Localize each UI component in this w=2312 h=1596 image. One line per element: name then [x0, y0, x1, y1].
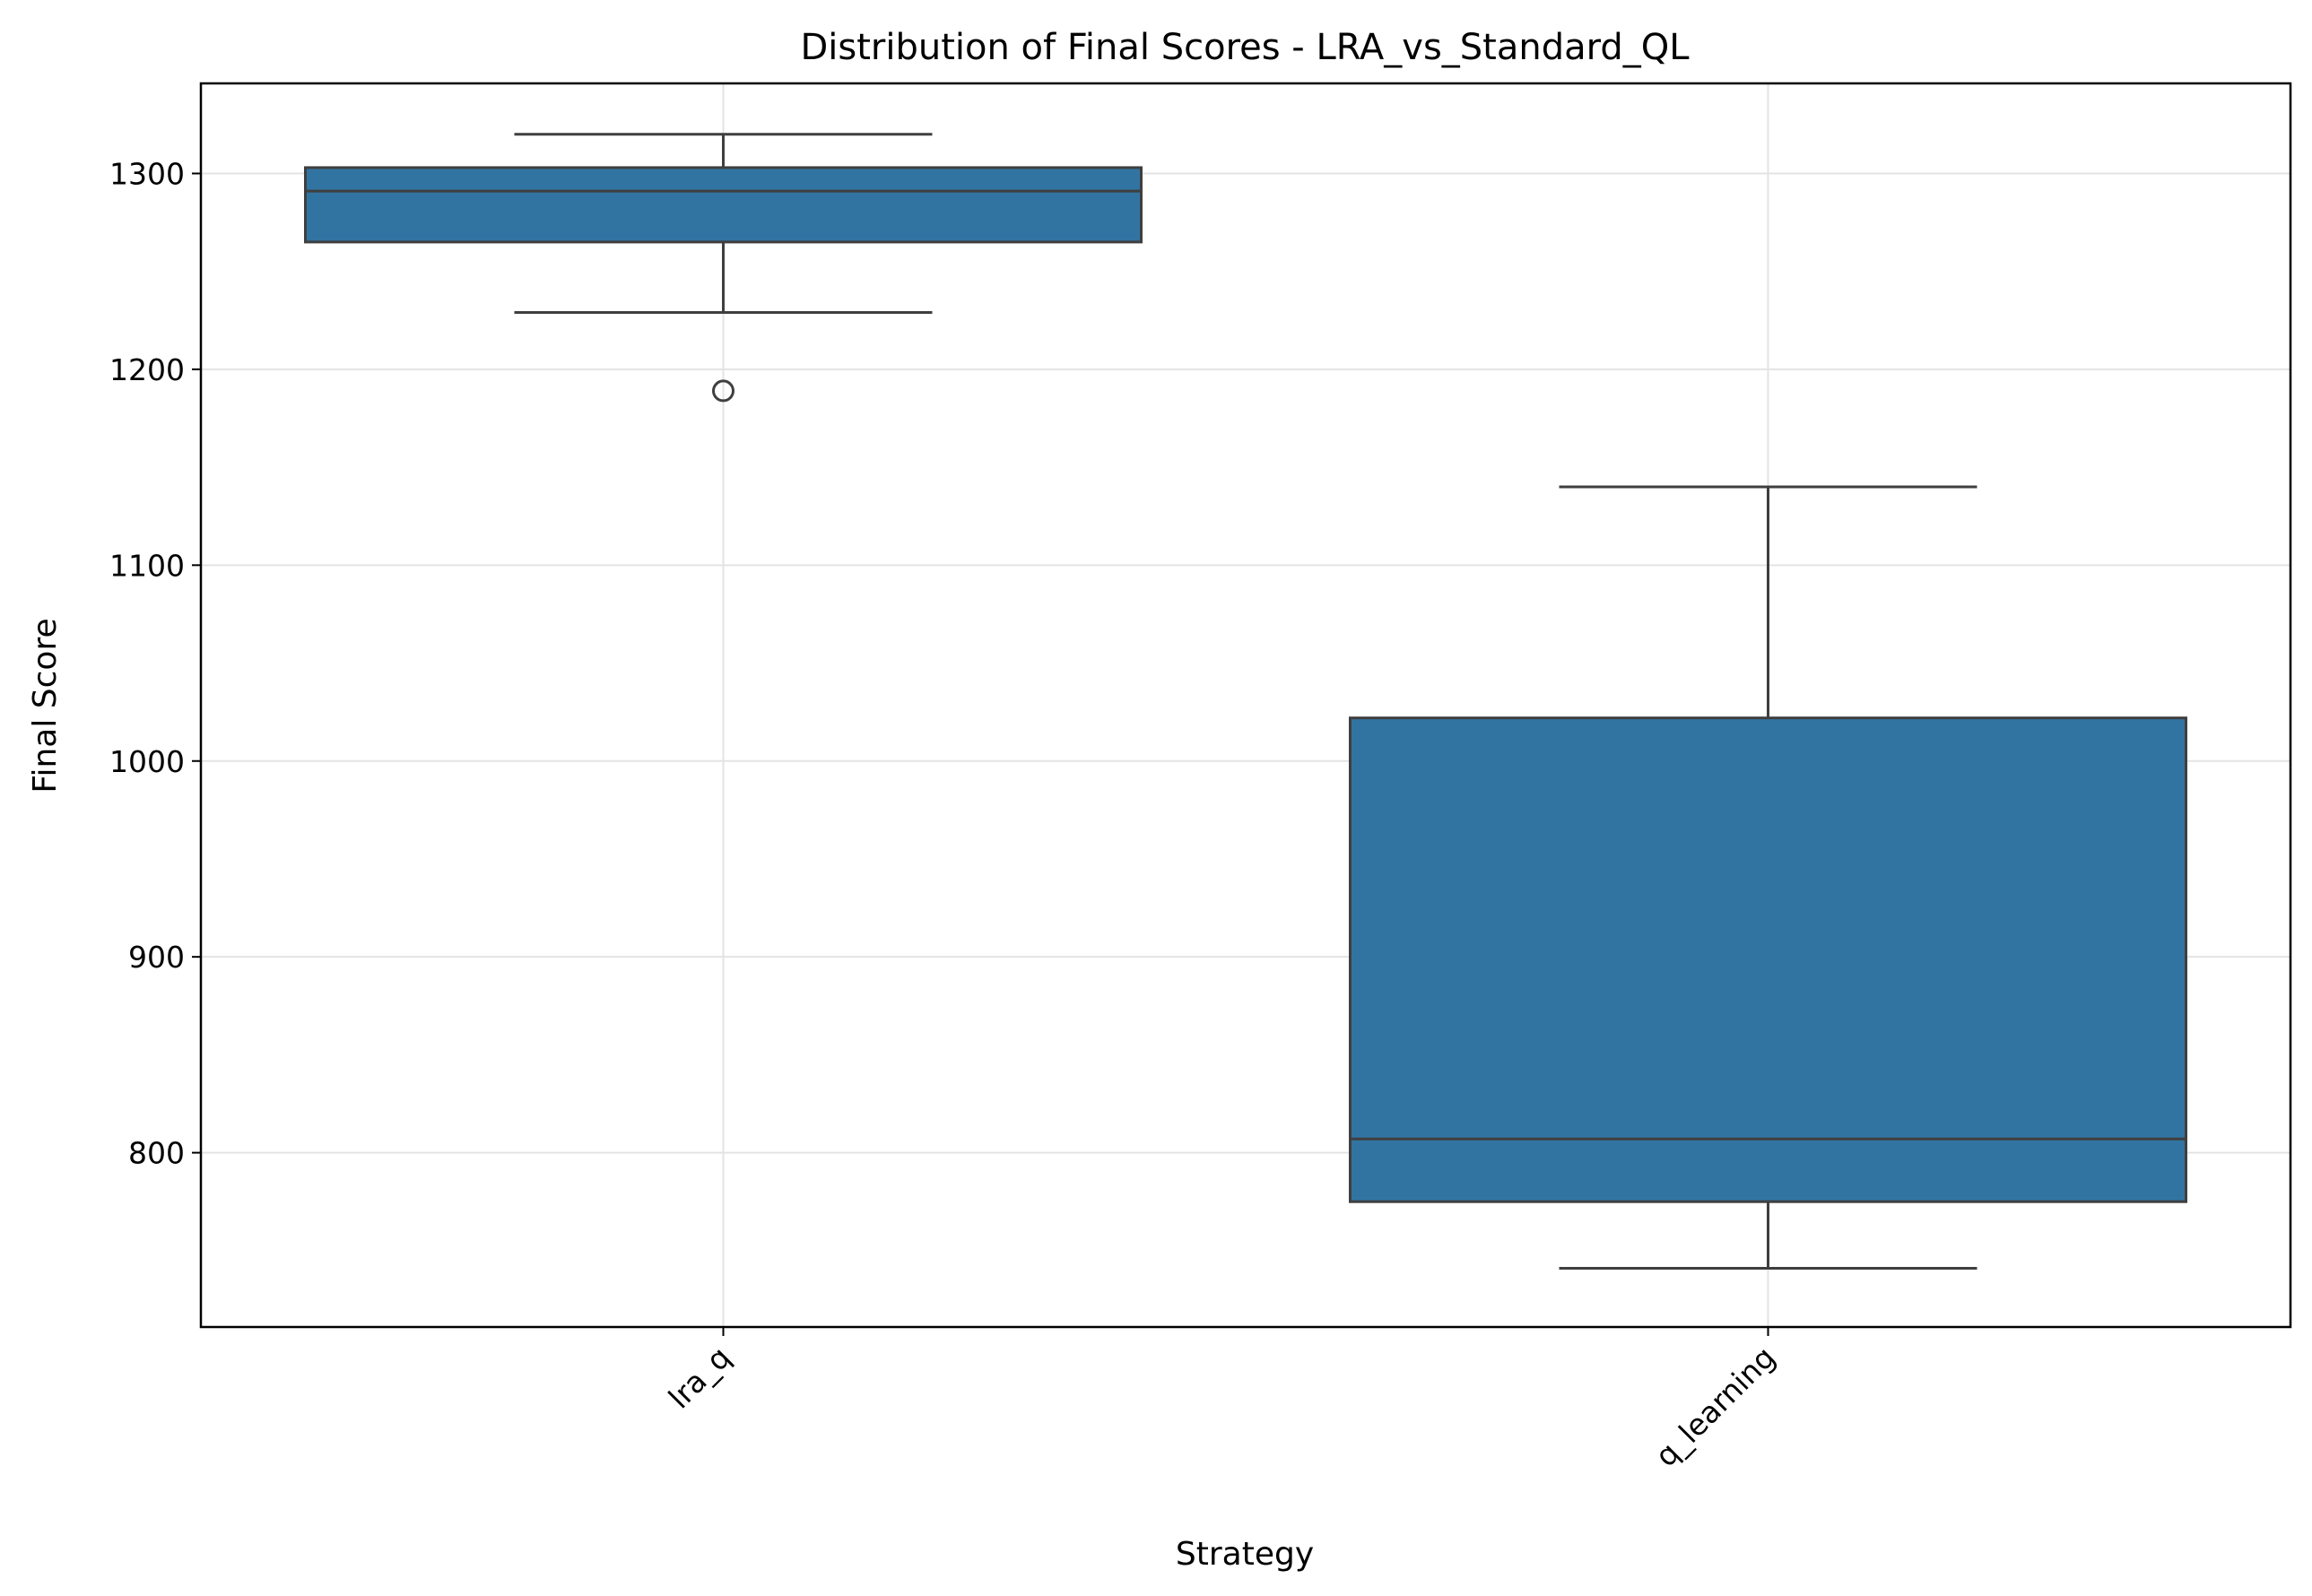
plot-frame	[199, 82, 2292, 1329]
y-tick-label: 800	[128, 1136, 185, 1171]
y-tick-label: 900	[128, 940, 185, 975]
outlier-point	[712, 379, 734, 403]
box-layer	[304, 133, 2187, 1270]
x-axis-label: Strategy	[1176, 1536, 1314, 1573]
box-lra-q	[304, 133, 1143, 403]
box-iqr	[304, 166, 1143, 244]
y-tick-label: 1100	[109, 548, 185, 583]
x-axis: lra_q q_learning	[662, 1327, 1782, 1473]
box-q-learning	[1349, 485, 2187, 1270]
chart-title: Distribution of Final Scores - LRA_vs_St…	[800, 27, 1690, 68]
x-tick-label-q-learning: q_learning	[1648, 1340, 1782, 1473]
box-iqr	[1349, 716, 2187, 1203]
y-tick-label: 1300	[109, 156, 185, 191]
y-tick-label: 1000	[109, 744, 185, 779]
y-tick-label: 1200	[109, 352, 185, 387]
x-tick-label-lra-q: lra_q	[662, 1340, 737, 1415]
y-axis-label: Final Score	[27, 618, 64, 793]
y-axis: 800 900 1000 1100 1200 1300	[109, 156, 201, 1171]
